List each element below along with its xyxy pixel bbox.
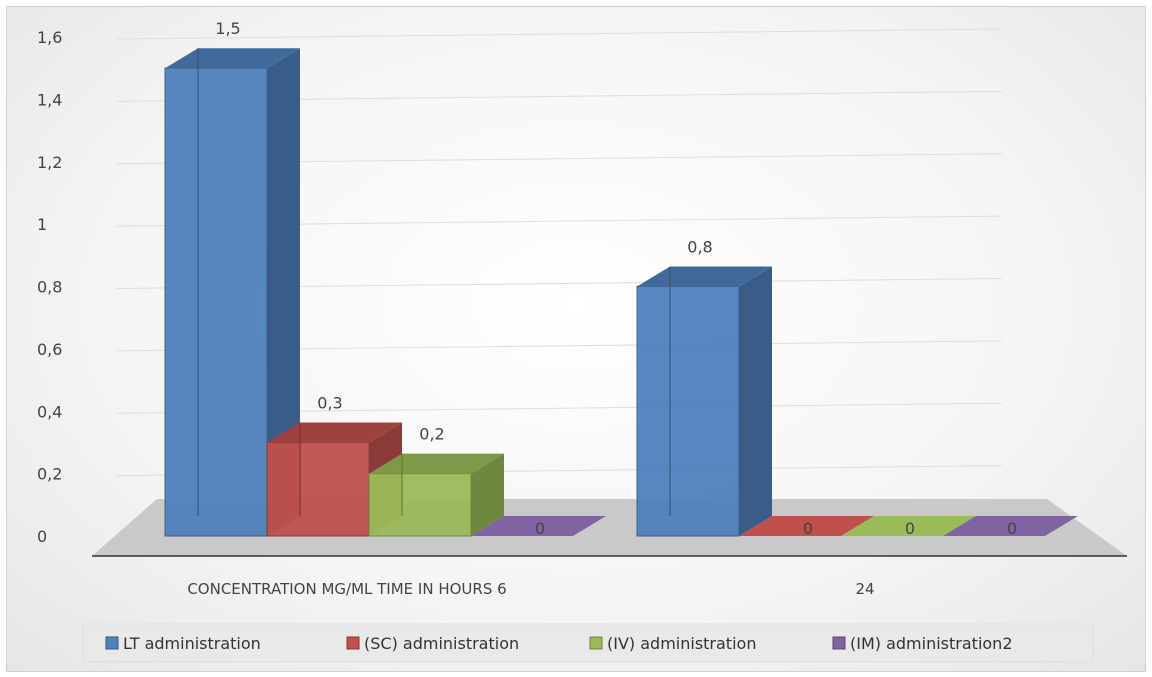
data-label: 0: [535, 519, 545, 538]
bar-flat: [471, 516, 606, 536]
gridline: [116, 28, 1003, 40]
data-label: 0,2: [419, 425, 444, 444]
bar-front: [164, 67, 268, 537]
legend-label: LT administration: [123, 634, 261, 653]
data-label: 0: [905, 519, 915, 538]
y-tick-label: 0: [37, 527, 47, 546]
legend-label: (SC) administration: [364, 634, 519, 653]
legend-swatch: [346, 636, 360, 650]
y-tick-label: 0,2: [37, 465, 62, 484]
y-tick-label: 1,4: [37, 90, 62, 109]
bar-top: [369, 453, 504, 474]
bar-flat: [943, 516, 1078, 536]
data-label: 1,5: [215, 19, 240, 38]
y-tick-label: 0,8: [37, 278, 62, 297]
legend-label: (IV) administration: [607, 634, 756, 653]
data-label: 0: [1007, 519, 1017, 538]
bar-side: [739, 266, 772, 536]
bar-side: [471, 453, 504, 536]
legend-swatch: [832, 636, 846, 650]
y-tick-label: 0,4: [37, 402, 62, 421]
y-tick-label: 1,2: [37, 153, 62, 172]
chart-container: 0 0,2 0,4 0,6 0,8 1 1,2 1,4 1,6 1,5 0,8 0,3 0 0,2 0 0 0 C…: [6, 6, 1146, 672]
y-tick-label: 1: [37, 215, 47, 234]
bar-front: [266, 441, 370, 537]
y-tick-label: 1,6: [37, 28, 62, 47]
bar-top: [165, 48, 300, 69]
x-category-label: 24: [855, 580, 874, 598]
data-label: 0,8: [687, 238, 712, 257]
bar-top: [637, 266, 772, 287]
legend-swatch: [589, 636, 603, 650]
legend-label: (IM) administration2: [850, 634, 1013, 653]
bar-chart: 0 0,2 0,4 0,6 0,8 1 1,2 1,4 1,6 1,5 0,8 0,3 0 0,2 0 0 0 C…: [37, 19, 1127, 663]
bar-front: [636, 286, 740, 537]
bar-front: [368, 473, 472, 537]
x-category-label: CONCENTRATION MG/ML TIME IN HOURS 6: [187, 580, 506, 598]
data-label: 0,3: [317, 393, 342, 412]
legend-box: [82, 623, 1094, 663]
bar-flat: [841, 516, 976, 536]
bar-top: [267, 422, 402, 443]
bar-side: [267, 48, 300, 536]
legend-swatch: [105, 636, 119, 650]
data-label: 0: [803, 519, 813, 538]
bar-flat: [739, 516, 874, 536]
y-tick-label: 0,6: [37, 340, 62, 359]
